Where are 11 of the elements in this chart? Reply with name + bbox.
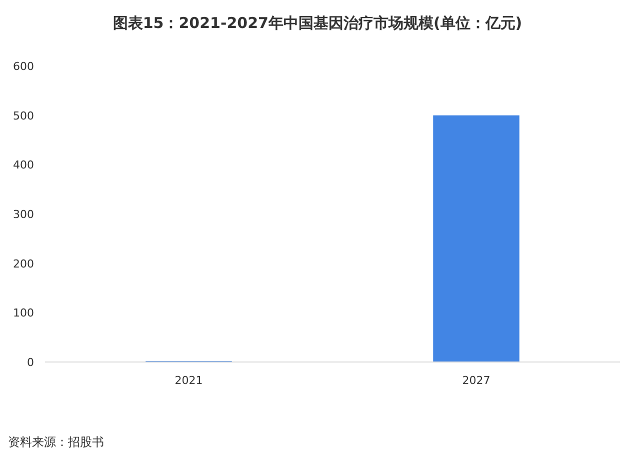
y-tick-label: 400 [13,158,34,172]
text: 资料来源：招股书 [8,435,104,449]
y-tick-label: 500 [13,109,34,122]
y-tick-label: 200 [13,257,34,270]
y-tick-label: 0 [27,356,34,369]
chart-title: 图表15：2021-2027年中国基因治疗市场规模(单位：亿元) [112,14,522,32]
x-tick-label: 2027 [462,374,490,387]
x-tick-label: 2021 [174,374,203,387]
y-tick-label: 600 [13,60,34,73]
y-tick-label: 100 [13,306,34,320]
y-tick-label: 300 [13,208,34,221]
